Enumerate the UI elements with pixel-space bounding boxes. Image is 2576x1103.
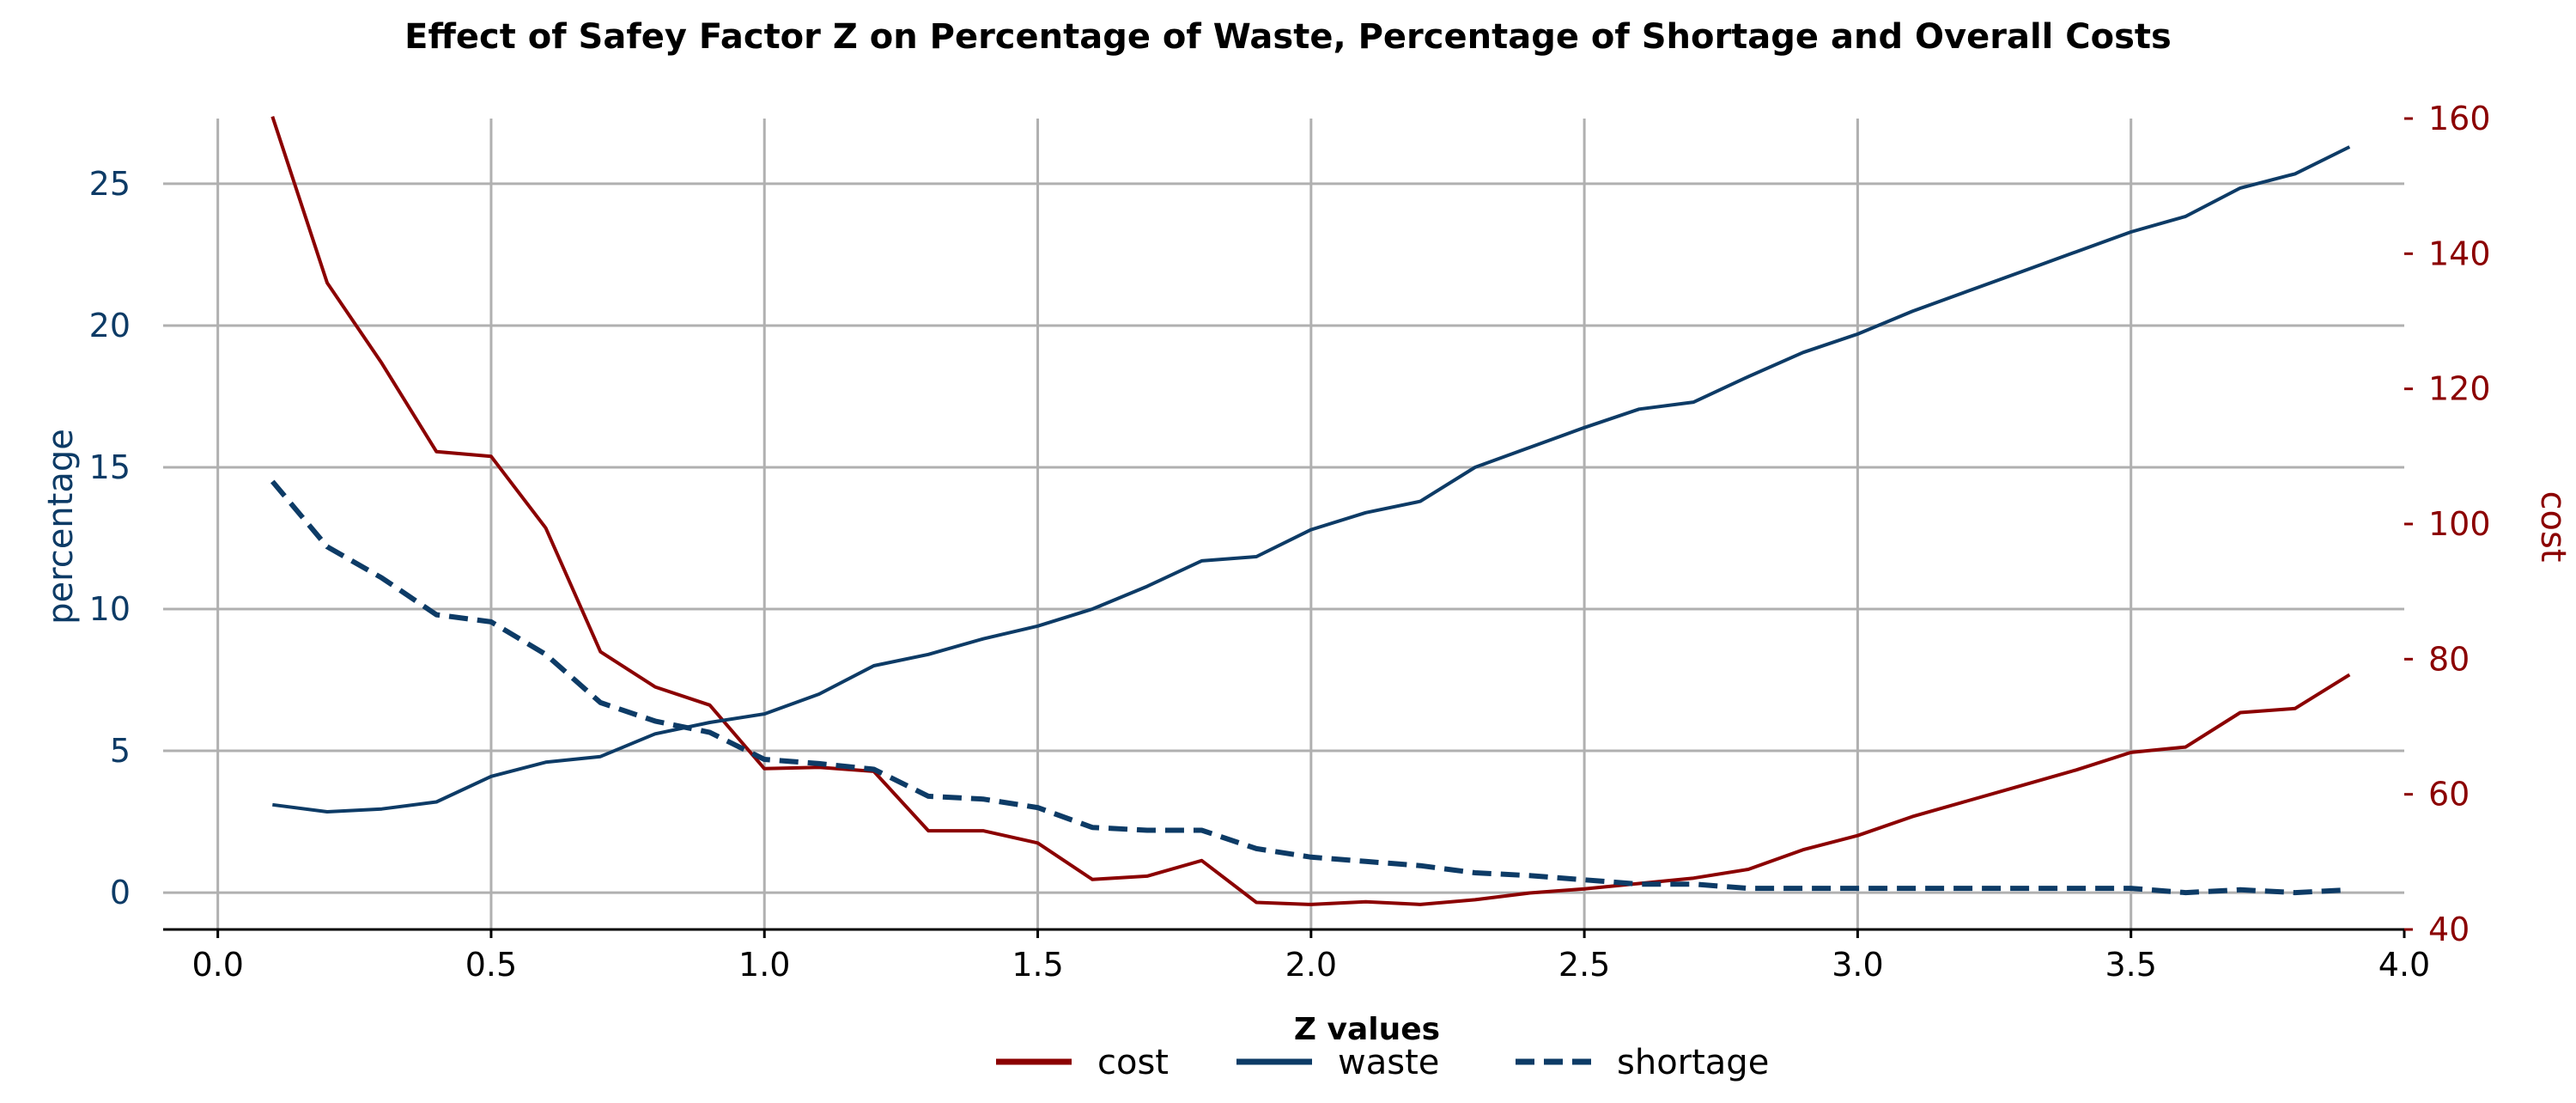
grid-lines xyxy=(163,119,2404,929)
x-axis-label: Z values xyxy=(1294,1012,1440,1047)
y-right-tick-label: 160 xyxy=(2428,100,2491,137)
chart-title: Effect of Safey Factor Z on Percentage o… xyxy=(404,17,2172,57)
y-right-tick-label: 40 xyxy=(2428,911,2470,948)
series-line-shortage xyxy=(270,479,2350,896)
y-right-tick-label: 120 xyxy=(2428,370,2491,408)
y-left-tick-label: 25 xyxy=(89,165,131,203)
x-tick-label: 1.5 xyxy=(1012,946,1063,984)
x-tick-label: 4.0 xyxy=(2379,946,2430,984)
y-right-tick-label: 60 xyxy=(2428,776,2470,814)
x-tick-label: 0.5 xyxy=(465,946,517,984)
legend: cost waste shortage xyxy=(996,1043,1769,1082)
series-line-waste xyxy=(272,145,2351,814)
x-tick-label: 2.5 xyxy=(1558,946,1610,984)
y-right-axis-ticks: 40 60 80 100 120 140 160 xyxy=(2404,100,2491,948)
legend-label-shortage: shortage xyxy=(1617,1043,1769,1082)
x-tick-label: 3.5 xyxy=(2105,946,2156,984)
y-left-tick-label: 5 xyxy=(110,732,131,770)
y-left-tick-label: 20 xyxy=(89,307,131,344)
y-left-axis-label: percentage xyxy=(41,429,81,625)
y-right-tick-label: 140 xyxy=(2428,235,2491,272)
y-left-tick-label: 0 xyxy=(110,874,131,911)
x-tick-label: 3.0 xyxy=(1832,946,1883,984)
y-left-tick-label: 15 xyxy=(89,448,131,486)
plot-series xyxy=(270,115,2351,906)
x-tick-label: 0.0 xyxy=(191,946,243,984)
y-right-tick-label: 80 xyxy=(2428,640,2470,678)
y-right-axis-label: cost xyxy=(2533,491,2573,563)
x-tick-label: 2.0 xyxy=(1285,946,1337,984)
y-right-tick-label: 100 xyxy=(2428,505,2491,543)
series-line-cost xyxy=(270,115,2351,906)
y-left-axis-ticks: 0 5 10 15 20 25 xyxy=(89,165,131,911)
legend-label-waste: waste xyxy=(1338,1043,1439,1082)
y-left-tick-label: 10 xyxy=(89,590,131,628)
x-axis-ticks: 0.0 0.5 1.0 1.5 2.0 2.5 3.0 3.5 4.0 xyxy=(191,929,2430,984)
x-tick-label: 1.0 xyxy=(738,946,790,984)
legend-label-cost: cost xyxy=(1097,1043,1169,1082)
